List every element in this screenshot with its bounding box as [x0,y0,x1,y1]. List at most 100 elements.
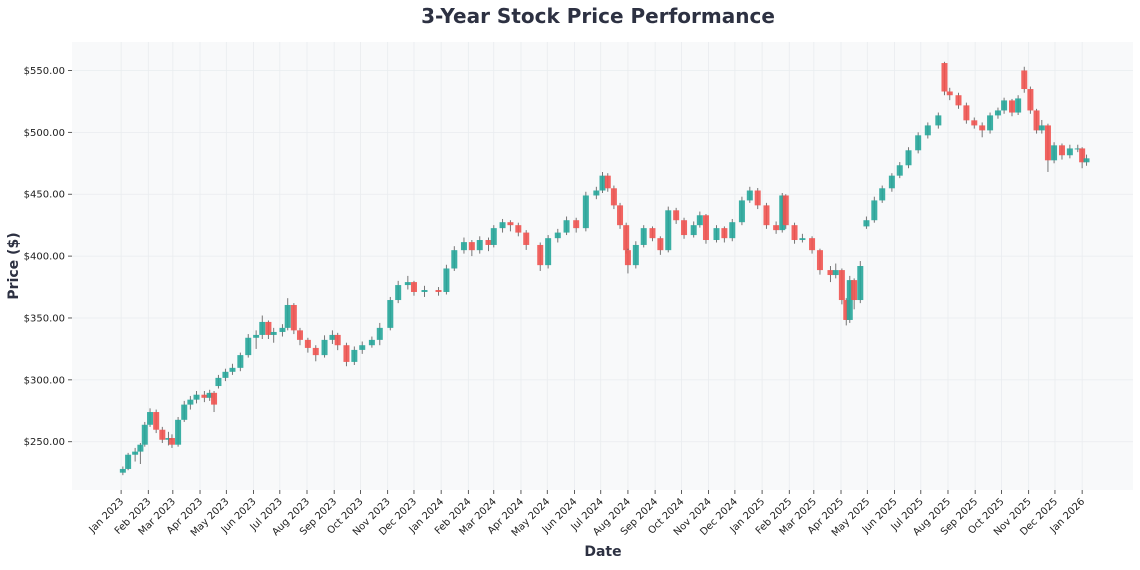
candle-body [125,454,132,469]
candle-body [253,334,260,338]
candle [791,222,798,244]
candle [1038,119,1045,134]
candle [604,173,611,192]
candle-body [563,220,570,233]
candle [640,225,647,248]
candle-body [193,394,200,400]
candle-body [1079,148,1086,163]
candle-body [421,290,428,292]
candle-body [1066,148,1073,156]
candle [879,185,886,203]
candle [754,188,761,210]
candle [165,431,172,446]
candle [1079,147,1086,169]
candle-body [1038,125,1045,131]
candle-body [485,240,492,245]
candle [359,341,366,354]
candle-body [284,304,291,328]
candle-body [329,334,336,340]
candle [816,248,823,275]
candle [159,426,166,443]
candle-body [754,190,761,206]
candle [147,408,154,427]
candle [304,337,311,353]
candle [924,122,931,139]
candle [838,268,845,305]
candle [971,117,978,129]
candle-body [545,238,552,266]
candle [623,222,630,254]
candle [137,442,144,465]
candle [175,416,182,447]
candle-body [738,200,745,223]
candle [1066,144,1073,159]
candle [955,92,962,109]
candle [779,192,786,233]
candle [979,122,986,138]
candle [421,285,428,297]
candle-body [1021,70,1028,90]
candle [665,206,672,253]
candle [935,112,942,129]
candle-body [1033,110,1040,131]
candle-body [941,63,948,92]
candle-body [782,195,789,226]
candle [738,196,745,226]
candle [1083,154,1090,166]
candle [729,218,736,242]
candle [296,327,303,346]
candle-body [573,220,580,229]
candle [857,261,864,304]
candle-body [175,419,182,445]
candle-body [376,327,383,340]
candle [617,202,624,229]
y-tick-label: $550.00 [24,66,65,77]
candle [994,107,1001,119]
candle [279,324,286,337]
candle-body [222,371,229,378]
candle [376,322,383,346]
candle-body [946,91,953,96]
candle [284,298,291,331]
candle [270,327,277,343]
candle-body [779,195,786,231]
candle [132,447,139,462]
candle [410,280,417,296]
candle-body [435,290,442,292]
candle-body [515,225,522,233]
candle [545,235,552,269]
y-tick-label: $400.00 [24,252,65,263]
candle-body [846,280,853,320]
candle-body [1058,145,1065,156]
candle-body [137,444,144,452]
candle-body [279,327,286,332]
candles [119,61,1090,476]
candle [451,246,458,271]
candle [476,236,483,254]
grid-lines [72,42,1133,490]
candle [832,263,839,279]
candle [334,332,341,351]
candle-body [321,339,328,356]
candle [946,87,953,101]
candle-body [690,225,697,236]
candle [1044,123,1051,172]
candle-body [604,175,611,189]
candle-body [1074,148,1081,150]
y-tick-label: $450.00 [24,190,65,201]
candle [690,221,697,238]
candle-body [451,250,458,269]
candle [485,237,492,252]
candle-body [537,244,544,266]
candle-body [696,215,703,226]
candle [351,346,358,366]
candle-body [343,345,350,362]
candle [851,278,858,310]
candle [713,225,720,243]
candle-body [617,205,624,226]
candle [773,221,780,234]
candle-body [979,125,986,131]
candle [507,220,514,232]
candle [915,132,922,154]
candle-body [905,150,912,166]
